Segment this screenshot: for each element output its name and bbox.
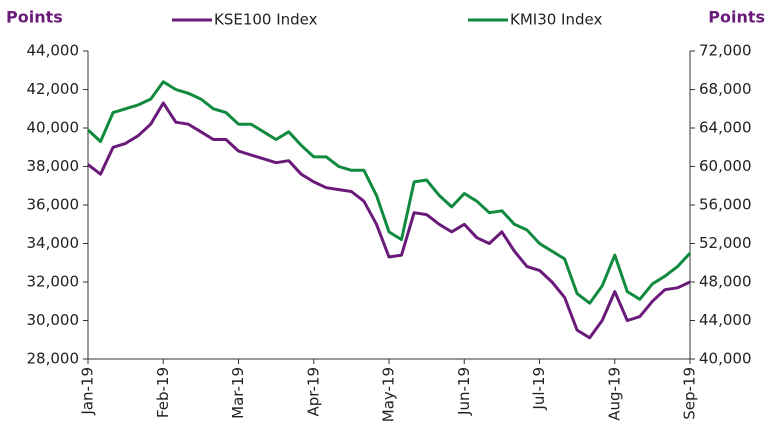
x-tick-label: Aug-19 bbox=[605, 367, 623, 421]
series-line bbox=[87, 101, 691, 340]
y2-axis-label: Points bbox=[708, 8, 765, 27]
y-axis-label: Points bbox=[6, 8, 63, 27]
series-line bbox=[86, 80, 692, 305]
y2-tick-label: 72,000 bbox=[699, 42, 752, 60]
y-tick-label: 30,000 bbox=[27, 311, 80, 329]
y-tick-label: 42,000 bbox=[27, 80, 80, 98]
y-tick-label: 38,000 bbox=[27, 157, 80, 175]
y-tick-label: 40,000 bbox=[27, 119, 80, 137]
y-tick-label: 36,000 bbox=[27, 196, 80, 214]
x-tick-label: Jul-19 bbox=[530, 367, 548, 411]
x-tick-label: Feb-19 bbox=[154, 367, 172, 418]
y2-tick-label: 52,000 bbox=[699, 234, 752, 252]
y2-tick-label: 64,000 bbox=[699, 119, 752, 137]
y2-tick-label: 56,000 bbox=[699, 196, 752, 214]
y2-tick-label: 40,000 bbox=[699, 350, 752, 368]
y2-tick-label: 60,000 bbox=[699, 157, 752, 175]
x-tick-label: Mar-19 bbox=[229, 367, 247, 419]
legend-label: KMI30 Index bbox=[510, 11, 602, 29]
legend-label: KSE100 Index bbox=[214, 11, 318, 29]
x-tick-label: Jan-19 bbox=[79, 367, 97, 416]
y-tick-label: 34,000 bbox=[27, 234, 80, 252]
x-tick-label: Sep-19 bbox=[681, 367, 699, 420]
y2-tick-label: 44,000 bbox=[699, 311, 752, 329]
y2-tick-label: 48,000 bbox=[699, 273, 752, 291]
y2-tick-label: 68,000 bbox=[699, 80, 752, 98]
y-tick-label: 28,000 bbox=[27, 350, 80, 368]
x-tick-label: May-19 bbox=[380, 367, 398, 422]
y-tick-label: 44,000 bbox=[27, 42, 80, 60]
y-tick-label: 32,000 bbox=[27, 273, 80, 291]
x-tick-label: Apr-19 bbox=[304, 367, 322, 417]
x-tick-label: Jun-19 bbox=[455, 367, 473, 416]
